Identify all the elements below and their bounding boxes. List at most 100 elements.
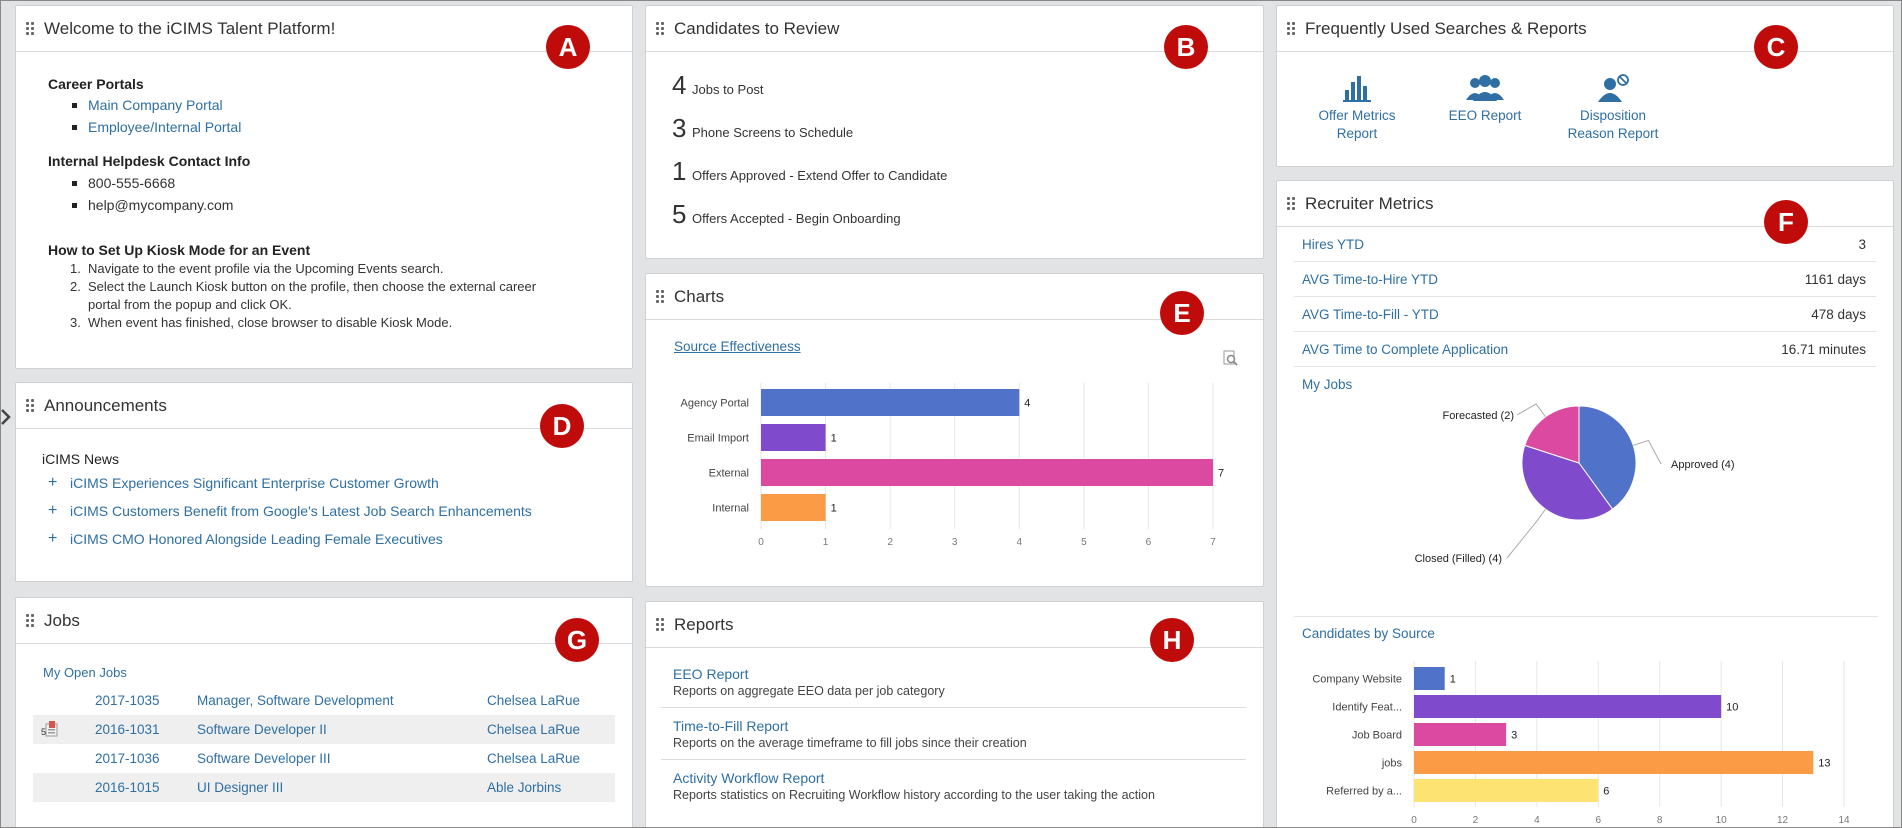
searches-panel-header[interactable]: Frequently Used Searches & Reports bbox=[1277, 6, 1893, 52]
job-title-link[interactable]: Software Developer III bbox=[197, 751, 331, 766]
candidate-task-row[interactable]: 5 Offers Accepted - Begin Onboarding bbox=[672, 199, 1263, 230]
drag-handle-icon[interactable] bbox=[26, 614, 34, 628]
task-label[interactable]: Offers Accepted - Begin Onboarding bbox=[692, 211, 901, 226]
recruiter-metrics-panel-header[interactable]: Recruiter Metrics bbox=[1277, 181, 1893, 227]
news-link[interactable]: iCIMS CMO Honored Alongside Leading Fema… bbox=[70, 531, 443, 547]
table-row[interactable]: 2017-1036 Software Developer III Chelsea… bbox=[33, 744, 615, 773]
shortcut-label[interactable]: Offer Metrics bbox=[1318, 108, 1396, 123]
job-alert-icon[interactable] bbox=[45, 721, 59, 737]
portal-link[interactable]: Employee/Internal Portal bbox=[88, 119, 242, 135]
shortcut-label[interactable]: Report bbox=[1336, 126, 1378, 141]
table-row[interactable]: 5 2016-1031 Software Developer II Chelse… bbox=[33, 715, 615, 744]
metric-label[interactable]: AVG Time to Complete Application bbox=[1302, 341, 1509, 357]
panel-title: Reports bbox=[674, 614, 734, 634]
report-link[interactable]: Time-to-Fill Report bbox=[673, 718, 789, 734]
welcome-panel-header[interactable]: Welcome to the iCIMS Talent Platform! bbox=[16, 6, 632, 52]
people-group-icon[interactable] bbox=[1465, 74, 1505, 102]
task-count[interactable]: 3 bbox=[672, 113, 687, 143]
shortcut-label[interactable]: Reason Report bbox=[1567, 126, 1659, 141]
news-link[interactable]: iCIMS Experiences Significant Enterprise… bbox=[70, 475, 439, 491]
table-row[interactable]: 2017-1035 Manager, Software Development … bbox=[33, 686, 615, 715]
report-link[interactable]: EEO Report bbox=[673, 666, 749, 682]
portal-link[interactable]: Main Company Portal bbox=[88, 97, 223, 113]
reports-panel-header[interactable]: Reports bbox=[646, 602, 1263, 648]
drag-handle-icon[interactable] bbox=[26, 399, 34, 413]
news-item[interactable]: + iCIMS CMO Honored Alongside Leading Fem… bbox=[42, 525, 632, 553]
news-item[interactable]: + iCIMS Experiences Significant Enterpris… bbox=[42, 469, 632, 497]
metric-row[interactable]: AVG Time to Complete Application 16.71 mi… bbox=[1294, 332, 1876, 367]
metric-label[interactable]: Hires YTD bbox=[1302, 236, 1365, 252]
recruiter-link[interactable]: Able Jorbins bbox=[487, 780, 562, 795]
news-link[interactable]: iCIMS Customers Benefit from Google's La… bbox=[70, 503, 532, 519]
expand-plus-icon[interactable]: + bbox=[48, 474, 58, 491]
task-label[interactable]: Phone Screens to Schedule bbox=[692, 125, 854, 140]
report-item[interactable]: Time-to-Fill Report Reports on the avera… bbox=[661, 708, 1246, 760]
source-effectiveness-link[interactable]: Source Effectiveness bbox=[674, 339, 801, 354]
list-item[interactable]: Main Company Portal bbox=[48, 94, 632, 116]
metric-row[interactable]: AVG Time-to-Fill - YTD 478 days bbox=[1294, 297, 1876, 332]
news-item[interactable]: + iCIMS Customers Benefit from Google's L… bbox=[42, 497, 632, 525]
job-id-link[interactable]: 2017-1035 bbox=[95, 693, 160, 708]
metric-label[interactable]: AVG Time-to-Fill - YTD bbox=[1302, 306, 1439, 322]
my-jobs-row[interactable]: My Jobs bbox=[1294, 367, 1876, 402]
job-title-link[interactable]: Manager, Software Development bbox=[197, 693, 394, 708]
report-item[interactable]: EEO Report Reports on aggregate EEO data… bbox=[661, 656, 1246, 708]
shortcut-label[interactable]: Disposition bbox=[1579, 108, 1647, 123]
chart-export-icon[interactable] bbox=[1222, 350, 1238, 366]
table-row[interactable]: 2016-1015 UI Designer III Able Jorbins bbox=[33, 773, 615, 802]
candidate-task-row[interactable]: 1 Offers Approved - Extend Offer to Candi… bbox=[672, 156, 1263, 187]
list-item[interactable]: Employee/Internal Portal bbox=[48, 116, 632, 138]
recruiter-link[interactable]: Chelsea LaRue bbox=[487, 693, 581, 708]
metric-row[interactable]: Hires YTD 3 bbox=[1294, 227, 1876, 262]
drag-handle-icon[interactable] bbox=[26, 22, 34, 36]
eeo-report-shortcut[interactable]: EEO Report bbox=[1425, 74, 1545, 125]
task-count[interactable]: 5 bbox=[672, 199, 687, 229]
drag-handle-icon[interactable] bbox=[1287, 197, 1295, 211]
expand-sidebar-icon[interactable] bbox=[0, 406, 12, 428]
task-label[interactable]: Offers Approved - Extend Offer to Candid… bbox=[692, 168, 948, 183]
candidates-panel-header[interactable]: Candidates to Review bbox=[646, 6, 1263, 52]
task-count[interactable]: 4 bbox=[672, 70, 687, 100]
callout-badge: A bbox=[546, 25, 590, 69]
list-item: 800-555-6668 bbox=[48, 172, 632, 194]
drag-handle-icon[interactable] bbox=[1287, 22, 1295, 36]
shortcut-label[interactable]: EEO Report bbox=[1448, 108, 1522, 123]
task-count[interactable]: 1 bbox=[672, 156, 687, 186]
task-label[interactable]: Jobs to Post bbox=[692, 82, 764, 97]
job-id-link[interactable]: 2016-1015 bbox=[95, 780, 160, 795]
charts-panel-header[interactable]: Charts bbox=[646, 274, 1263, 320]
recruiter-link[interactable]: Chelsea LaRue bbox=[487, 722, 581, 737]
data-label: 1 bbox=[831, 433, 837, 445]
drag-handle-icon[interactable] bbox=[656, 22, 664, 36]
drag-handle-icon[interactable] bbox=[656, 290, 664, 304]
job-id-link[interactable]: 2016-1031 bbox=[95, 722, 160, 737]
offer-metrics-report-shortcut[interactable]: Offer Metrics Report bbox=[1297, 74, 1417, 143]
report-item[interactable]: Activity Workflow Report Reports statist… bbox=[661, 760, 1246, 811]
slice-label: Forecasted (2) bbox=[1442, 410, 1514, 422]
candidates-by-source-link[interactable]: Candidates by Source bbox=[1302, 626, 1435, 641]
category-label: Referred by a... bbox=[1326, 786, 1402, 798]
announcements-panel-header[interactable]: Announcements bbox=[16, 383, 632, 429]
bar-chart-icon[interactable] bbox=[1341, 74, 1373, 102]
bar bbox=[1414, 723, 1507, 746]
metric-label[interactable]: AVG Time-to-Hire YTD bbox=[1302, 271, 1439, 287]
metric-row[interactable]: AVG Time-to-Hire YTD 1161 days bbox=[1294, 262, 1876, 297]
candidate-task-row[interactable]: 4 Jobs to Post bbox=[672, 70, 1263, 101]
recruiter-link[interactable]: Chelsea LaRue bbox=[487, 751, 581, 766]
expand-plus-icon[interactable]: + bbox=[48, 530, 58, 547]
job-title-link[interactable]: UI Designer III bbox=[197, 780, 284, 795]
candidate-task-row[interactable]: 3 Phone Screens to Schedule bbox=[672, 113, 1263, 144]
person-blocked-icon[interactable] bbox=[1596, 74, 1630, 102]
expand-plus-icon[interactable]: + bbox=[48, 502, 58, 519]
my-open-jobs-link[interactable]: My Open Jobs bbox=[43, 665, 127, 680]
jobs-panel-header[interactable]: Jobs bbox=[16, 598, 632, 644]
job-id-link[interactable]: 2017-1036 bbox=[95, 751, 160, 766]
report-link[interactable]: Activity Workflow Report bbox=[673, 770, 825, 786]
tick-label: 0 bbox=[758, 537, 764, 548]
my-jobs-link[interactable]: My Jobs bbox=[1302, 377, 1353, 392]
tick-label: 10 bbox=[1716, 815, 1728, 826]
career-portals-heading: Career Portals bbox=[48, 76, 144, 92]
job-title-link[interactable]: Software Developer II bbox=[197, 722, 327, 737]
disposition-report-shortcut[interactable]: Disposition Reason Report bbox=[1553, 74, 1673, 143]
drag-handle-icon[interactable] bbox=[656, 618, 664, 632]
